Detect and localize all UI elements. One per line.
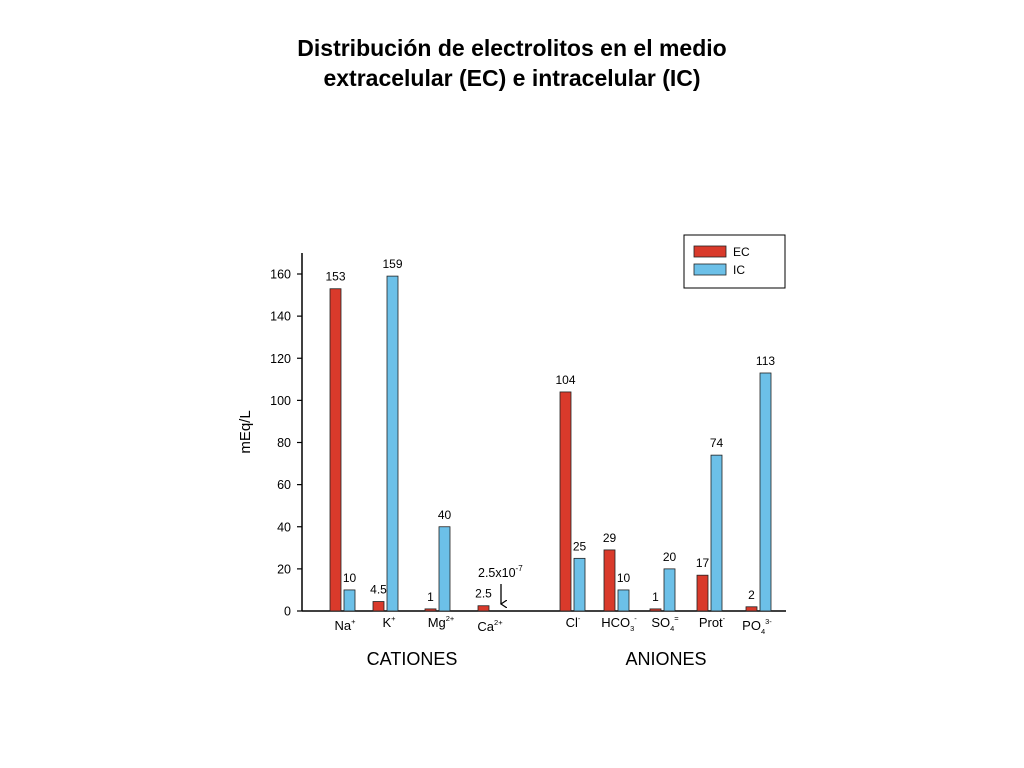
x-tick-label-mg2: Mg2+ xyxy=(428,614,455,630)
data-label-ec-so4: 1 xyxy=(652,590,659,604)
x-tick-label-k: K+ xyxy=(382,614,396,630)
legend-label-ic: IC xyxy=(733,263,745,277)
y-tick-label: 60 xyxy=(277,478,291,492)
chart-title-line-1: Distribución de electrolitos en el medio xyxy=(297,35,727,61)
x-tick-label-so4: SO4= xyxy=(651,614,679,633)
bar-ec-k xyxy=(372,601,385,612)
bar-ic-hco3 xyxy=(617,589,630,612)
y-tick-label: 120 xyxy=(270,352,291,366)
group-label-aniones: ANIONES xyxy=(625,649,706,669)
y-tick-label: 100 xyxy=(270,394,291,408)
y-tick-label: 0 xyxy=(284,605,291,619)
group-label-cationes: CATIONES xyxy=(367,649,458,669)
data-label-ec-ca2: 2.5 xyxy=(475,587,492,601)
x-tick-label-prot: Prot- xyxy=(699,614,726,630)
y-tick-label: 40 xyxy=(277,520,291,534)
y-tick-label: 80 xyxy=(277,436,291,450)
data-label-ic-k: 159 xyxy=(382,257,402,271)
bar-ic-po43 xyxy=(759,372,772,612)
bar-ic-mg2 xyxy=(438,526,451,612)
data-label-ic-prot: 74 xyxy=(710,436,724,450)
data-label-ec-cl: 104 xyxy=(555,373,575,387)
y-tick-label: 140 xyxy=(270,310,291,324)
bar-ic-so4 xyxy=(663,568,676,612)
x-tick-label-hco3: HCO3- xyxy=(601,614,637,633)
legend-box xyxy=(683,234,786,289)
data-label-ec-k: 4.5 xyxy=(370,583,387,597)
data-label-ic-cl: 25 xyxy=(573,539,587,553)
bar-ec-mg2 xyxy=(424,608,437,612)
data-label-ec-mg2: 1 xyxy=(427,590,434,604)
bar-ic-prot xyxy=(710,454,723,612)
y-axis-label: mEq/L xyxy=(237,410,254,453)
data-label-ec-na: 153 xyxy=(325,270,345,284)
bar-ec-so4 xyxy=(649,608,662,612)
bar-ic-na xyxy=(343,589,356,612)
chart-title: Distribución de electrolitos en el medio… xyxy=(0,33,1024,93)
bar-ec-ca2 xyxy=(477,605,490,612)
chart-title-line-2: extracelular (EC) e intracelular (IC) xyxy=(323,65,701,91)
data-label-ic-hco3: 10 xyxy=(617,571,631,585)
y-tick-label: 160 xyxy=(270,268,291,282)
bar-ic-k xyxy=(386,275,399,612)
bar-ec-na xyxy=(329,288,342,612)
legend-swatch-ic xyxy=(693,263,727,276)
data-label-ec-po43: 2 xyxy=(748,588,755,602)
legend-label-ec: EC xyxy=(733,245,750,259)
annotation-ca-ic-value: 2.5x10-7 xyxy=(478,564,523,580)
x-tick-label-na: Na+ xyxy=(334,617,356,633)
data-label-ic-mg2: 40 xyxy=(438,508,452,522)
bar-ec-hco3 xyxy=(603,549,616,612)
bar-ec-po43 xyxy=(745,606,758,612)
bar-ic-cl xyxy=(573,557,586,612)
legend-swatch-ec xyxy=(693,245,727,258)
bar-ec-cl xyxy=(559,391,572,612)
data-label-ic-so4: 20 xyxy=(663,550,677,564)
x-tick-label-cl: Cl- xyxy=(566,614,581,630)
data-label-ic-po43: 113 xyxy=(756,354,775,368)
y-tick-label: 20 xyxy=(277,562,291,576)
data-label-ec-prot: 17 xyxy=(696,556,710,570)
x-tick-label-ca2: Ca2+ xyxy=(477,618,503,634)
data-label-ic-na: 10 xyxy=(343,571,357,585)
data-label-ec-hco3: 29 xyxy=(603,531,617,545)
bar-ec-prot xyxy=(696,574,709,612)
x-tick-label-po43: PO43- xyxy=(742,617,772,636)
